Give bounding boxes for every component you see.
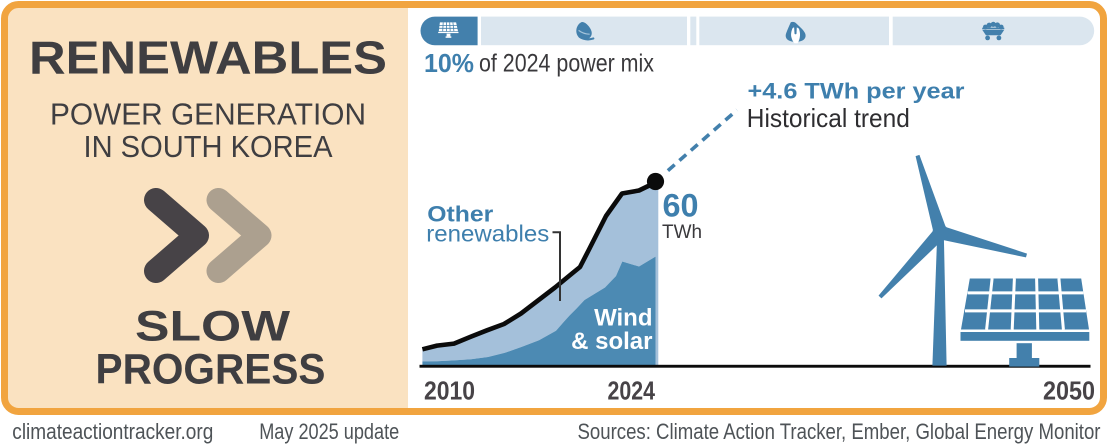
svg-text:RENEWABLES: RENEWABLES <box>29 32 387 84</box>
svg-text:climateactiontracker.org: climateactiontracker.org <box>12 419 213 444</box>
svg-text:Sources: Climate Action Tracke: Sources: Climate Action Tracker, Ember, … <box>578 419 1101 444</box>
svg-text:+4.6 TWh per year: +4.6 TWh per year <box>748 78 965 103</box>
svg-text:Other: Other <box>427 201 493 226</box>
svg-text:2010: 2010 <box>424 376 475 406</box>
svg-text:Historical trend: Historical trend <box>747 103 910 133</box>
svg-text:renewables: renewables <box>426 220 549 246</box>
svg-text:TWh: TWh <box>662 222 702 243</box>
svg-text:& solar: & solar <box>571 328 652 355</box>
svg-text:Wind: Wind <box>594 305 652 332</box>
svg-text:IN SOUTH KOREA: IN SOUTH KOREA <box>84 129 333 164</box>
svg-text:10%: 10% <box>424 48 474 78</box>
svg-text:of 2024 power mix: of 2024 power mix <box>479 50 654 78</box>
svg-text:SLOW: SLOW <box>135 304 291 351</box>
svg-text:60: 60 <box>663 188 699 224</box>
svg-text:PROGRESS: PROGRESS <box>96 347 326 394</box>
svg-text:May 2025 update: May 2025 update <box>259 419 399 444</box>
svg-text:2050: 2050 <box>1043 376 1095 406</box>
svg-text:POWER GENERATION: POWER GENERATION <box>50 97 366 132</box>
svg-text:2024: 2024 <box>608 376 656 406</box>
